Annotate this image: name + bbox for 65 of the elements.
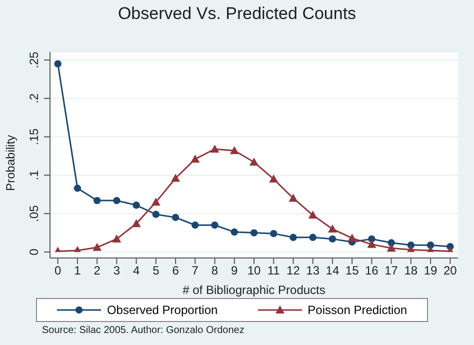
point xyxy=(171,174,180,182)
point xyxy=(230,146,239,154)
x-tick-label: 20 xyxy=(443,264,458,278)
y-tick-label: .25 xyxy=(27,51,41,68)
y-tick-label: 0 xyxy=(27,248,41,256)
point xyxy=(172,214,180,222)
point xyxy=(192,222,199,229)
point xyxy=(250,229,258,236)
x-tick-label: 6 xyxy=(172,264,180,278)
x-tick-label: 15 xyxy=(345,264,360,278)
point xyxy=(270,230,278,238)
x-tick-label: 3 xyxy=(113,264,120,278)
point xyxy=(328,224,337,232)
point xyxy=(288,194,298,202)
x-tick-label: 7 xyxy=(192,264,199,278)
y-tick-label: .15 xyxy=(27,128,41,146)
point xyxy=(290,234,297,242)
point xyxy=(309,234,316,242)
x-tick-label: 9 xyxy=(231,264,238,278)
chart-title: Observed Vs. Predicted Counts xyxy=(116,4,358,24)
x-tick-label: 2 xyxy=(94,264,101,278)
point xyxy=(426,241,434,249)
x-tick-label: 11 xyxy=(267,264,280,278)
point xyxy=(113,196,120,204)
legend-label: Poisson Prediction xyxy=(306,303,408,317)
x-tick-label: 18 xyxy=(404,264,418,278)
point xyxy=(211,222,218,229)
point xyxy=(92,242,102,251)
point xyxy=(269,174,278,183)
point xyxy=(348,234,357,242)
x-axis-title: # of Bibliographic Products xyxy=(182,283,326,297)
point xyxy=(190,154,200,163)
point xyxy=(210,144,220,153)
x-tick-label: 19 xyxy=(424,264,438,278)
x-tick-label: 13 xyxy=(306,264,320,278)
point xyxy=(151,198,160,206)
y-tick-label: .2 xyxy=(27,93,41,104)
y-axis-title: Probability xyxy=(3,134,18,191)
legend-label: Observed Proportion xyxy=(106,303,218,317)
point xyxy=(367,240,376,248)
x-tick-label: 14 xyxy=(326,264,340,278)
x-tick-label: 5 xyxy=(152,264,160,278)
point xyxy=(132,219,141,228)
y-tick-label: .05 xyxy=(27,204,41,222)
point xyxy=(328,235,336,243)
point xyxy=(250,158,258,166)
y-tick-label: .1 xyxy=(27,170,41,180)
x-tick-label: 12 xyxy=(286,264,300,278)
point xyxy=(54,60,62,68)
point xyxy=(230,228,238,236)
source-note: Source: Silac 2005. Author: Gonzalo Ordonez xyxy=(42,325,244,336)
x-tick-label: 17 xyxy=(384,264,398,278)
x-tick-label: 8 xyxy=(211,264,218,278)
x-tick-label: 1 xyxy=(74,264,82,278)
x-tick-label: 10 xyxy=(247,264,261,278)
point xyxy=(152,210,160,218)
point xyxy=(112,234,122,242)
x-tick-label: 4 xyxy=(132,264,140,278)
point xyxy=(386,244,396,252)
x-tick-label: 0 xyxy=(54,264,62,278)
point xyxy=(132,202,140,209)
point xyxy=(93,196,101,204)
point xyxy=(308,210,318,219)
point xyxy=(74,184,82,192)
x-tick-label: 16 xyxy=(365,264,379,278)
